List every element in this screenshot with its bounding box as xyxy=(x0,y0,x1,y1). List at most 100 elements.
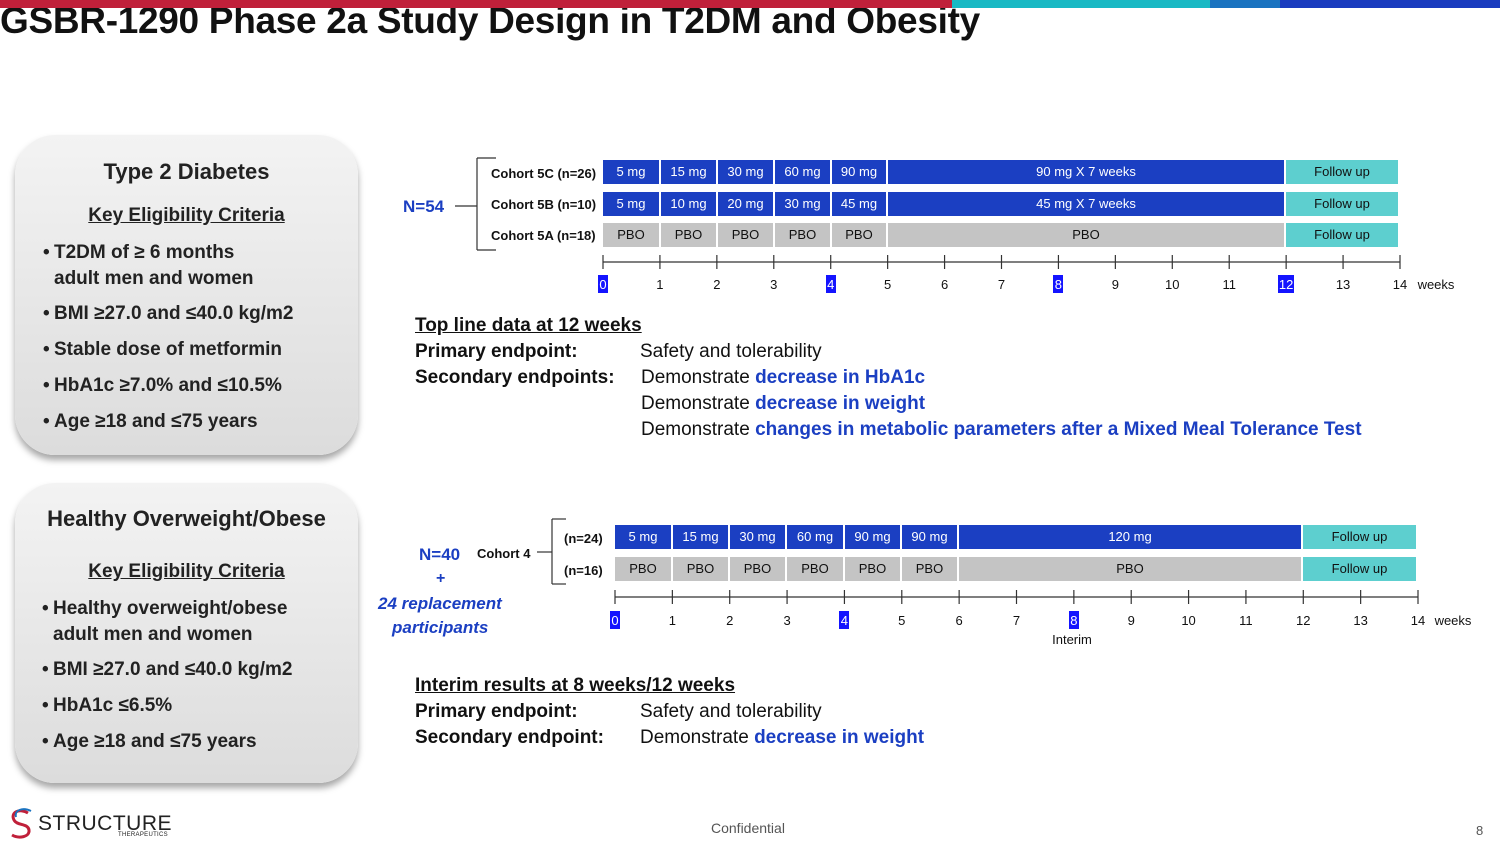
structure-logo-icon xyxy=(11,808,32,839)
obese-highlight-4 xyxy=(839,611,850,629)
obese-criterion-1: • Healthy overweight/obese xyxy=(42,598,288,619)
t2d-highlight-0 xyxy=(598,275,608,293)
cohort-4-placebo-label: (n=16) xyxy=(564,563,603,578)
t2d-week-6: 6 xyxy=(940,277,949,292)
interim-label: Interim xyxy=(1052,632,1092,647)
logo-text: STRUCTURE xyxy=(38,812,172,835)
t2d-criterion-4: • HbA1c ≥7.0% and ≤10.5% xyxy=(43,375,282,396)
t2d-secondary-1: Demonstrate decrease in HbA1c xyxy=(641,367,926,388)
t2d-card-title: Type 2 Diabetes xyxy=(103,159,270,184)
cohort-4-active-label: (n=24) xyxy=(564,531,603,546)
obese-highlight-0 xyxy=(610,611,620,629)
t2d-highlight-12 xyxy=(1278,275,1295,293)
obese-secondary-label: Secondary endpoint: xyxy=(415,727,604,748)
t2d-week-10: 10 xyxy=(1165,277,1180,292)
obese-plus: + xyxy=(436,570,446,587)
t2d-week-12: 12 xyxy=(1278,277,1294,292)
t2d-dose-row0-seg1: 15 mg xyxy=(661,160,716,184)
obese-n-label: N=40 xyxy=(419,545,461,564)
cohort-4-label: Cohort 4 xyxy=(477,546,531,561)
t2d-dose-row1-seg4: 45 mg xyxy=(832,192,886,216)
obese-secondary-1: Demonstrate decrease in weight xyxy=(640,727,925,748)
t2d-dose-row0-seg4: 90 mg xyxy=(832,160,886,184)
t2d-dose-row1-seg1: 10 mg xyxy=(661,192,716,216)
obese-week-3: 3 xyxy=(783,613,791,628)
cohort-5b-label: Cohort 5B (n=10) xyxy=(491,197,597,212)
structure-logo xyxy=(6,808,36,840)
t2d-criterion-1: • T2DM of ≥ 6 months xyxy=(43,242,235,263)
t2d-dose-row2-seg5: PBO xyxy=(888,223,1284,247)
obese-dose-row0-seg6: 120 mg xyxy=(959,525,1301,549)
obese-week-14: 14 xyxy=(1410,613,1426,628)
obese-card-subtitle: Key Eligibility Criteria xyxy=(88,561,285,582)
t2d-secondary-label: Secondary endpoints: xyxy=(415,367,615,388)
obese-week-11: 11 xyxy=(1239,613,1253,628)
t2d-primary-value: Safety and tolerability xyxy=(640,341,822,362)
logo-subtext: THERAPEUTICS xyxy=(118,832,168,838)
t2d-dose-row1-seg6: Follow up xyxy=(1286,192,1398,216)
t2d-week-8: 8 xyxy=(1054,277,1063,292)
obese-week-4: 4 xyxy=(840,613,849,628)
t2d-axis-label: weeks xyxy=(1417,277,1455,292)
t2d-dose-row1-seg2: 20 mg xyxy=(718,192,773,216)
obese-dose-row0-seg1: 15 mg xyxy=(673,525,728,549)
obese-dose-row0-seg0: 5 mg xyxy=(615,525,671,549)
t2d-dose-row1-seg3: 30 mg xyxy=(775,192,830,216)
t2d-dose-row0-seg5: 90 mg X 7 weeks xyxy=(888,160,1284,184)
obese-dose-row1-seg7: Follow up xyxy=(1303,557,1416,581)
obese-week-2: 2 xyxy=(726,613,734,628)
obese-dose-row1-seg0: PBO xyxy=(615,557,671,581)
cohort-5a-label: Cohort 5A (n=18) xyxy=(491,228,596,243)
replacement-line-2: participants xyxy=(392,618,489,637)
t2d-week-1: 1 xyxy=(656,277,664,292)
obese-dose-row0-seg2: 30 mg xyxy=(730,525,785,549)
obese-week-1: 1 xyxy=(668,613,676,628)
t2d-n-label: N=54 xyxy=(403,197,445,216)
t2d-dose-row0-seg0: 5 mg xyxy=(603,160,659,184)
obese-card-title: Healthy Overweight/Obese xyxy=(47,506,326,531)
t2d-highlight-4 xyxy=(825,275,836,293)
t2d-week-3: 3 xyxy=(770,277,778,292)
t2d-week-5: 5 xyxy=(884,277,892,292)
obese-criterion-3: • HbA1c ≤6.5% xyxy=(42,695,173,716)
t2d-criterion-3: • Stable dose of metformin xyxy=(43,339,283,360)
t2d-week-11: 11 xyxy=(1222,277,1236,292)
t2d-dose-row2-seg1: PBO xyxy=(661,223,716,247)
obese-axis-label: weeks xyxy=(1434,613,1472,628)
t2d-dose-row2-seg2: PBO xyxy=(718,223,773,247)
obese-eligibility-card: Healthy Overweight/Obese Key Eligibility… xyxy=(15,483,358,783)
obese-dose-row1-seg1: PBO xyxy=(673,557,728,581)
obese-week-9: 9 xyxy=(1127,613,1135,628)
obese-dose-row0-seg4: 90 mg xyxy=(845,525,900,549)
obese-dose-row0-seg7: Follow up xyxy=(1303,525,1416,549)
t2d-dose-row2-seg3: PBO xyxy=(775,223,830,247)
obese-criterion-2: • BMI ≥27.0 and ≤40.0 kg/m2 xyxy=(42,659,293,680)
t2d-week-14: 14 xyxy=(1392,277,1408,292)
t2d-card-subtitle: Key Eligibility Criteria xyxy=(88,205,285,226)
t2d-secondary-3: Demonstrate changes in metabolic paramet… xyxy=(641,419,1362,440)
obese-week-13: 13 xyxy=(1353,613,1368,628)
t2d-criterion-5: • Age ≥18 and ≤75 years xyxy=(43,411,258,432)
confidential-label: Confidential xyxy=(711,820,785,836)
obese-primary-value: Safety and tolerability xyxy=(640,701,822,722)
t2d-eligibility-card: Type 2 Diabetes Key Eligibility Criteria… xyxy=(15,135,358,455)
t2d-endpoints-heading: Top line data at 12 weeks xyxy=(415,315,642,336)
page-number: 8 xyxy=(1476,823,1484,838)
t2d-highlight-8 xyxy=(1053,275,1064,293)
t2d-week-9: 9 xyxy=(1111,277,1119,292)
obese-dose-row0-seg3: 60 mg xyxy=(787,525,843,549)
obese-primary-label: Primary endpoint: xyxy=(415,701,578,722)
obese-week-5: 5 xyxy=(898,613,906,628)
obese-criterion-4: • Age ≥18 and ≤75 years xyxy=(42,731,257,752)
obese-week-7: 7 xyxy=(1012,613,1021,628)
t2d-primary-label: Primary endpoint: xyxy=(415,341,578,362)
obese-week-0: 0 xyxy=(611,613,619,628)
t2d-criterion-2: • BMI ≥27.0 and ≤40.0 kg/m2 xyxy=(43,303,294,324)
obese-dose-row1-seg3: PBO xyxy=(787,557,843,581)
obese-highlight-8 xyxy=(1068,611,1079,629)
obese-dose-row1-seg5: PBO xyxy=(902,557,957,581)
t2d-dose-row2-seg0: PBO xyxy=(603,223,659,247)
cohort-5c-label: Cohort 5C (n=26) xyxy=(491,166,597,181)
t2d-dose-row1-seg5: 45 mg X 7 weeks xyxy=(888,192,1284,216)
